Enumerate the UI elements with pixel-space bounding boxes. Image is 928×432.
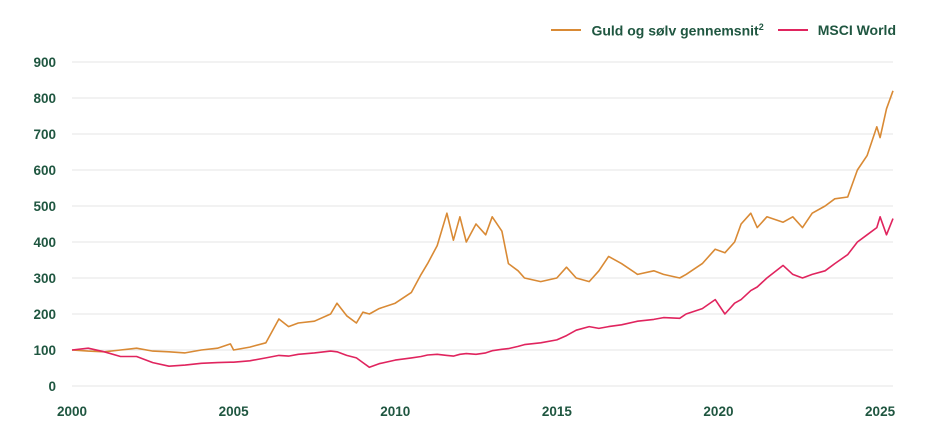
x-tick-label: 2015 bbox=[542, 404, 573, 419]
y-tick-label: 0 bbox=[48, 379, 56, 394]
legend-item-msci[interactable]: MSCI World bbox=[777, 22, 896, 39]
x-tick-label: 2010 bbox=[380, 404, 410, 419]
y-tick-label: 600 bbox=[33, 163, 56, 178]
y-tick-label: 300 bbox=[33, 271, 56, 286]
legend-superscript: 2 bbox=[758, 22, 764, 32]
legend-label-gold: Guld og sølv gennemsnit2 bbox=[591, 22, 764, 39]
x-tick-label: 2025 bbox=[865, 404, 896, 419]
y-tick-label: 700 bbox=[33, 127, 56, 142]
y-tick-label: 900 bbox=[33, 55, 56, 70]
legend-label-msci: MSCI World bbox=[817, 22, 896, 39]
x-tick-label: 2020 bbox=[703, 404, 733, 419]
x-tick-label: 2005 bbox=[219, 404, 250, 419]
y-tick-label: 100 bbox=[33, 343, 56, 358]
legend-swatch-msci bbox=[777, 29, 808, 32]
y-tick-label: 500 bbox=[33, 199, 56, 214]
legend-item-gold[interactable]: Guld og sølv gennemsnit2 bbox=[551, 22, 764, 39]
x-tick-label: 2000 bbox=[57, 404, 87, 419]
msci-world-line bbox=[71, 216, 894, 369]
chart-legend: Guld og sølv gennemsnit2 MSCI World bbox=[551, 22, 896, 39]
y-tick-label: 400 bbox=[33, 235, 56, 250]
gold-silver-line bbox=[71, 90, 894, 354]
y-tick-label: 200 bbox=[33, 307, 56, 322]
legend-swatch-gold bbox=[551, 29, 582, 32]
y-tick-label: 800 bbox=[33, 91, 56, 106]
